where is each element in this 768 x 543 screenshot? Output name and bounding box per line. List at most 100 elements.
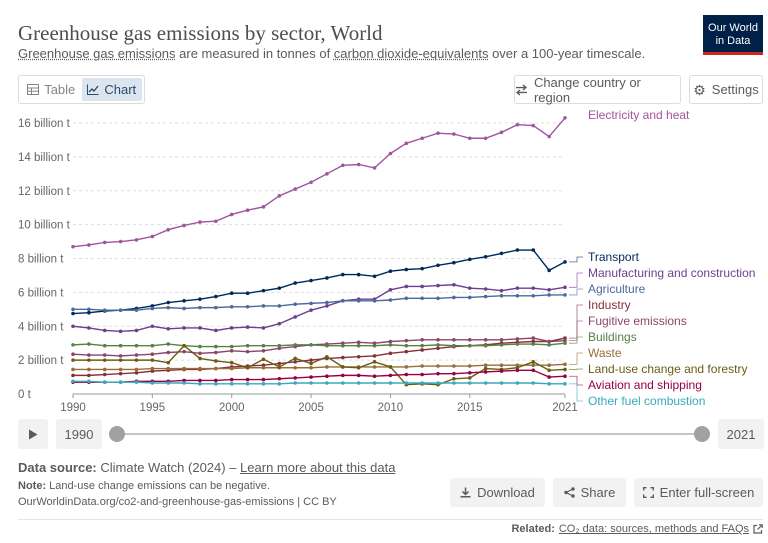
settings-label: Settings — [711, 82, 759, 97]
data-point-aviation-and-shipping — [309, 375, 313, 379]
related-link[interactable]: CO₂ data: sources, methods and FAQs — [558, 523, 749, 535]
data-point-industry — [404, 349, 409, 354]
data-point-other-fuel-combustion — [499, 381, 504, 385]
x-tick-label: 2005 — [298, 402, 324, 414]
tab-table[interactable]: Table — [21, 78, 82, 101]
data-point-transport — [150, 304, 155, 308]
data-point-other-fuel-combustion — [87, 379, 91, 384]
series-line-fugitive-emissions — [72, 337, 566, 357]
series-line-manufacturing-and-construction — [72, 284, 566, 333]
timeline-start-year[interactable]: 1990 — [56, 419, 102, 449]
data-source: Data source: Climate Watch (2024) – Lear… — [18, 460, 395, 475]
data-point-electricity-and-heat — [118, 239, 123, 244]
data-point-aviation-and-shipping — [547, 375, 551, 379]
data-point-buildings — [134, 343, 139, 348]
data-point-manufacturing-and-construction — [277, 321, 282, 326]
data-point-transport — [404, 267, 409, 272]
subtitle-link-ghg[interactable]: Greenhouse gas emissions — [18, 46, 176, 61]
timeline-track[interactable] — [117, 433, 702, 435]
data-point-agriculture — [277, 304, 282, 308]
y-tick-label: 12 billion t — [18, 186, 71, 198]
gear-icon: ⚙ — [693, 81, 706, 98]
data-point-industry — [388, 351, 393, 356]
data-point-agriculture — [341, 299, 345, 303]
data-point-waste — [499, 363, 504, 368]
data-point-manufacturing-and-construction — [531, 286, 536, 290]
download-button[interactable]: Download — [450, 478, 545, 507]
data-point-electricity-and-heat — [229, 212, 234, 217]
data-point-aviation-and-shipping — [182, 378, 186, 383]
data-point-industry — [420, 348, 424, 352]
data-point-fugitive-emissions — [420, 338, 424, 342]
series-line-agriculture — [73, 294, 565, 311]
data-point-other-fuel-combustion — [388, 381, 393, 385]
series-label-industry: Industry — [588, 298, 631, 312]
data-point-land-use-change-and-forestry — [118, 358, 123, 362]
data-point-fugitive-emissions — [134, 353, 139, 357]
data-point-fugitive-emissions — [483, 338, 488, 342]
share-label: Share — [580, 485, 616, 500]
legend-connector-transport — [569, 256, 583, 263]
download-label: Download — [477, 485, 535, 500]
data-point-aviation-and-shipping — [531, 368, 536, 373]
data-point-waste — [182, 366, 186, 371]
download-icon — [460, 487, 471, 498]
data-point-transport — [245, 291, 250, 296]
chart-note: Note: Land-use change emissions can be n… — [18, 480, 270, 492]
tab-chart[interactable]: Chart — [81, 78, 142, 101]
data-point-manufacturing-and-construction — [515, 286, 520, 290]
play-icon — [29, 429, 38, 439]
data-point-agriculture — [372, 299, 377, 303]
data-point-buildings — [356, 343, 361, 348]
data-point-waste — [71, 367, 75, 372]
data-point-industry — [118, 371, 123, 376]
data-point-agriculture — [483, 294, 488, 299]
owid-logo[interactable]: Our World in Data — [703, 15, 763, 55]
data-point-agriculture — [325, 300, 329, 305]
subtitle-link-co2eq[interactable]: carbon dioxide-equivalents — [333, 46, 489, 61]
fullscreen-button[interactable]: Enter full-screen — [634, 478, 763, 507]
data-point-electricity-and-heat — [150, 234, 155, 239]
x-tick-label: 2000 — [219, 402, 245, 414]
logo-line-2: in Data — [715, 35, 751, 47]
data-point-electricity-and-heat — [356, 162, 361, 167]
series-label-land-use-change-and-forestry: Land-use change and forestry — [588, 362, 747, 376]
play-button[interactable] — [18, 419, 48, 449]
data-point-manufacturing-and-construction — [198, 326, 202, 330]
settings-button[interactable]: ⚙ Settings — [689, 75, 763, 104]
data-point-fugitive-emissions — [547, 339, 551, 344]
data-point-buildings — [87, 342, 91, 346]
data-point-aviation-and-shipping — [293, 376, 297, 380]
note-text: Land-use change emissions can be negativ… — [46, 480, 270, 492]
data-point-buildings — [71, 343, 75, 347]
data-point-manufacturing-and-construction — [293, 315, 297, 319]
data-point-fugitive-emissions — [452, 338, 456, 342]
data-point-land-use-change-and-forestry — [102, 358, 107, 362]
data-point-transport — [563, 260, 567, 264]
chart-url[interactable]: OurWorldinData.org/co2-and-greenhouse-ga… — [18, 496, 337, 508]
data-point-agriculture — [531, 293, 536, 298]
share-button[interactable]: Share — [553, 478, 626, 507]
data-point-electricity-and-heat — [166, 227, 171, 232]
line-chart: 0 t 2 billion t 4 billion t 6 billion t 8 bi… — [18, 108, 755, 414]
timeline-start-handle[interactable] — [109, 426, 125, 442]
data-point-land-use-change-and-forestry — [293, 356, 297, 361]
learn-more-link[interactable]: Learn more about this data — [240, 460, 396, 475]
timeline-end-handle[interactable] — [694, 426, 710, 442]
data-point-agriculture — [293, 302, 297, 307]
change-country-button[interactable]: Change country or region — [514, 75, 681, 105]
timeline-end-year[interactable]: 2021 — [718, 419, 764, 449]
data-point-fugitive-emissions — [150, 352, 155, 356]
data-point-transport — [325, 276, 329, 280]
data-point-fugitive-emissions — [436, 338, 440, 342]
data-point-transport — [420, 266, 424, 271]
data-point-buildings — [309, 343, 313, 347]
series-line-buildings — [72, 342, 566, 348]
data-point-land-use-change-and-forestry — [214, 359, 218, 363]
data-point-industry — [293, 360, 297, 364]
subtitle-text: are measured in tonnes of — [175, 46, 334, 61]
fullscreen-label: Enter full-screen — [659, 485, 755, 500]
data-point-electricity-and-heat — [87, 243, 91, 247]
data-point-waste — [198, 366, 202, 371]
chart-title: Greenhouse gas emissions by sector, Worl… — [18, 21, 383, 45]
